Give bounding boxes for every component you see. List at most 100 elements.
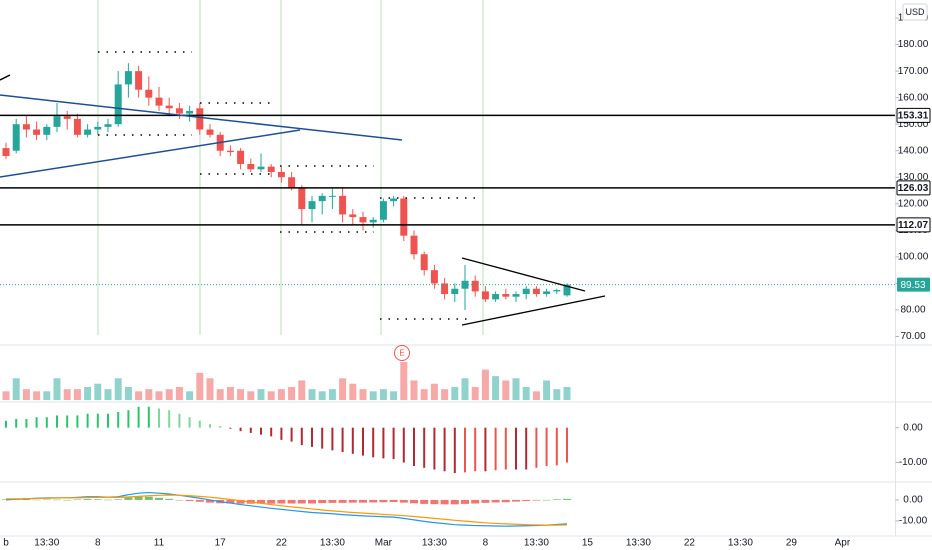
volume-bar	[532, 391, 540, 400]
histogram-bar	[56, 415, 58, 428]
histogram-bar	[382, 427, 385, 459]
price-label: 112.07	[898, 220, 928, 231]
histogram-bar	[311, 427, 313, 447]
oscillator-bar	[522, 499, 531, 501]
candle-body	[33, 129, 41, 135]
x-tick-label: b	[3, 538, 9, 549]
candle-body	[502, 294, 510, 297]
histogram-bar	[249, 427, 252, 433]
volume-bar	[237, 389, 245, 400]
volume-bar	[410, 380, 418, 400]
candle-body	[267, 166, 275, 172]
volume-bar	[186, 391, 194, 400]
volume-bar	[390, 391, 398, 400]
candle-body	[73, 118, 81, 135]
x-tick-label: Mar	[375, 538, 393, 549]
x-tick-label: Apr	[835, 538, 851, 549]
currency: USD	[905, 7, 925, 17]
volume-bar	[288, 386, 296, 400]
histogram-bar	[25, 418, 28, 428]
currency-box[interactable]	[902, 3, 928, 21]
volume-bar	[53, 378, 61, 400]
oscillator-bar	[287, 499, 296, 504]
x-tick-label: 13:30	[626, 538, 651, 549]
candle-body	[63, 116, 71, 119]
volume-bar	[196, 372, 204, 400]
oscillator-bar	[124, 497, 133, 500]
candle-body	[512, 294, 520, 297]
x-tick-label: 22	[276, 538, 288, 549]
x-tick-label: 17	[215, 538, 227, 549]
candle-body	[400, 198, 408, 236]
oscillator-bar	[22, 499, 31, 500]
volume-bar	[308, 389, 316, 400]
oscillator-bar	[195, 499, 204, 502]
volume-bar	[318, 391, 326, 400]
histogram-bar	[178, 413, 181, 428]
pane-borders	[0, 0, 932, 537]
histogram-bar	[535, 427, 538, 468]
volume-bar	[104, 389, 112, 400]
last-price-box	[897, 277, 930, 292]
trendline	[0, 94, 403, 141]
volume-bar	[257, 389, 265, 400]
candle-body	[349, 214, 357, 218]
volume-bar	[206, 378, 214, 400]
candle-body	[441, 283, 449, 295]
volume-bar	[451, 386, 459, 400]
x-tick-label: 8	[95, 538, 101, 549]
volume-bar	[267, 391, 275, 400]
price-label: 153.31	[898, 111, 929, 122]
oscillator-bar	[267, 499, 276, 504]
candle-body	[522, 288, 530, 295]
marks: 70.0080.0090.00100.00110.00120.00130.001…	[0, 13, 931, 549]
x-tick-label: 29	[786, 538, 798, 549]
histogram-bar	[158, 408, 160, 428]
oscillator-bar	[104, 499, 112, 501]
oscillator-bar	[308, 499, 316, 504]
histogram-bar	[5, 420, 7, 428]
volume-bar	[461, 378, 469, 400]
y-tick-label: 100.00	[898, 252, 929, 263]
oscillator-bar	[501, 499, 510, 503]
volume-bar	[553, 389, 561, 400]
oscillator-bar	[32, 499, 41, 501]
oscillator-bar	[297, 499, 306, 504]
x-tick-label: 13:30	[524, 538, 549, 549]
volume-bar	[277, 389, 285, 400]
volume-bar	[33, 391, 41, 400]
oscillator-bar	[532, 499, 541, 501]
volume-bar	[135, 391, 143, 400]
histogram-bar	[372, 427, 375, 458]
histogram-bar	[474, 427, 477, 472]
volume-bar	[492, 376, 500, 400]
candle-body	[84, 129, 92, 135]
volume-bar	[349, 383, 357, 400]
histogram-bar	[280, 427, 283, 440]
volume-bar	[339, 378, 347, 400]
oscillator-bar	[379, 499, 388, 503]
oscillator-bar	[389, 499, 398, 503]
volume-bar	[155, 391, 163, 400]
candle-body	[145, 89, 153, 98]
volume-bar	[124, 386, 132, 400]
volume-bar	[379, 389, 387, 400]
volume-bar	[543, 380, 551, 400]
volume-bar	[216, 389, 224, 400]
histogram-bar	[117, 411, 120, 428]
volume-bar	[63, 389, 71, 400]
volume-bar	[22, 389, 30, 400]
histogram-bar	[137, 406, 140, 428]
y-tick-label: -10.00	[899, 516, 928, 527]
candle-body	[155, 97, 163, 106]
oscillator-bar	[226, 499, 235, 504]
earnings-marker[interactable]	[394, 345, 410, 361]
histogram-bar	[127, 410, 130, 428]
volume-bar	[512, 378, 520, 400]
x-tick-label: 13:30	[320, 538, 345, 549]
histogram-bar	[464, 427, 466, 473]
oscillator-bar	[83, 499, 92, 500]
x-tick-label: 22	[684, 538, 696, 549]
candle-body	[53, 116, 61, 127]
oscillator-bar	[185, 499, 194, 501]
